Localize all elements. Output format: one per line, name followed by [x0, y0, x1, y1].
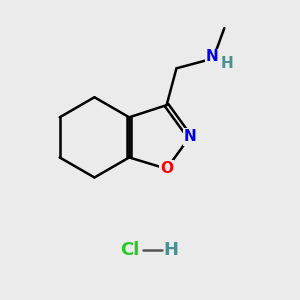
Text: N: N — [206, 50, 218, 64]
Text: H: H — [220, 56, 233, 71]
Text: N: N — [184, 130, 197, 145]
Text: H: H — [164, 241, 178, 259]
Text: Cl: Cl — [120, 241, 140, 259]
Text: O: O — [160, 161, 173, 176]
